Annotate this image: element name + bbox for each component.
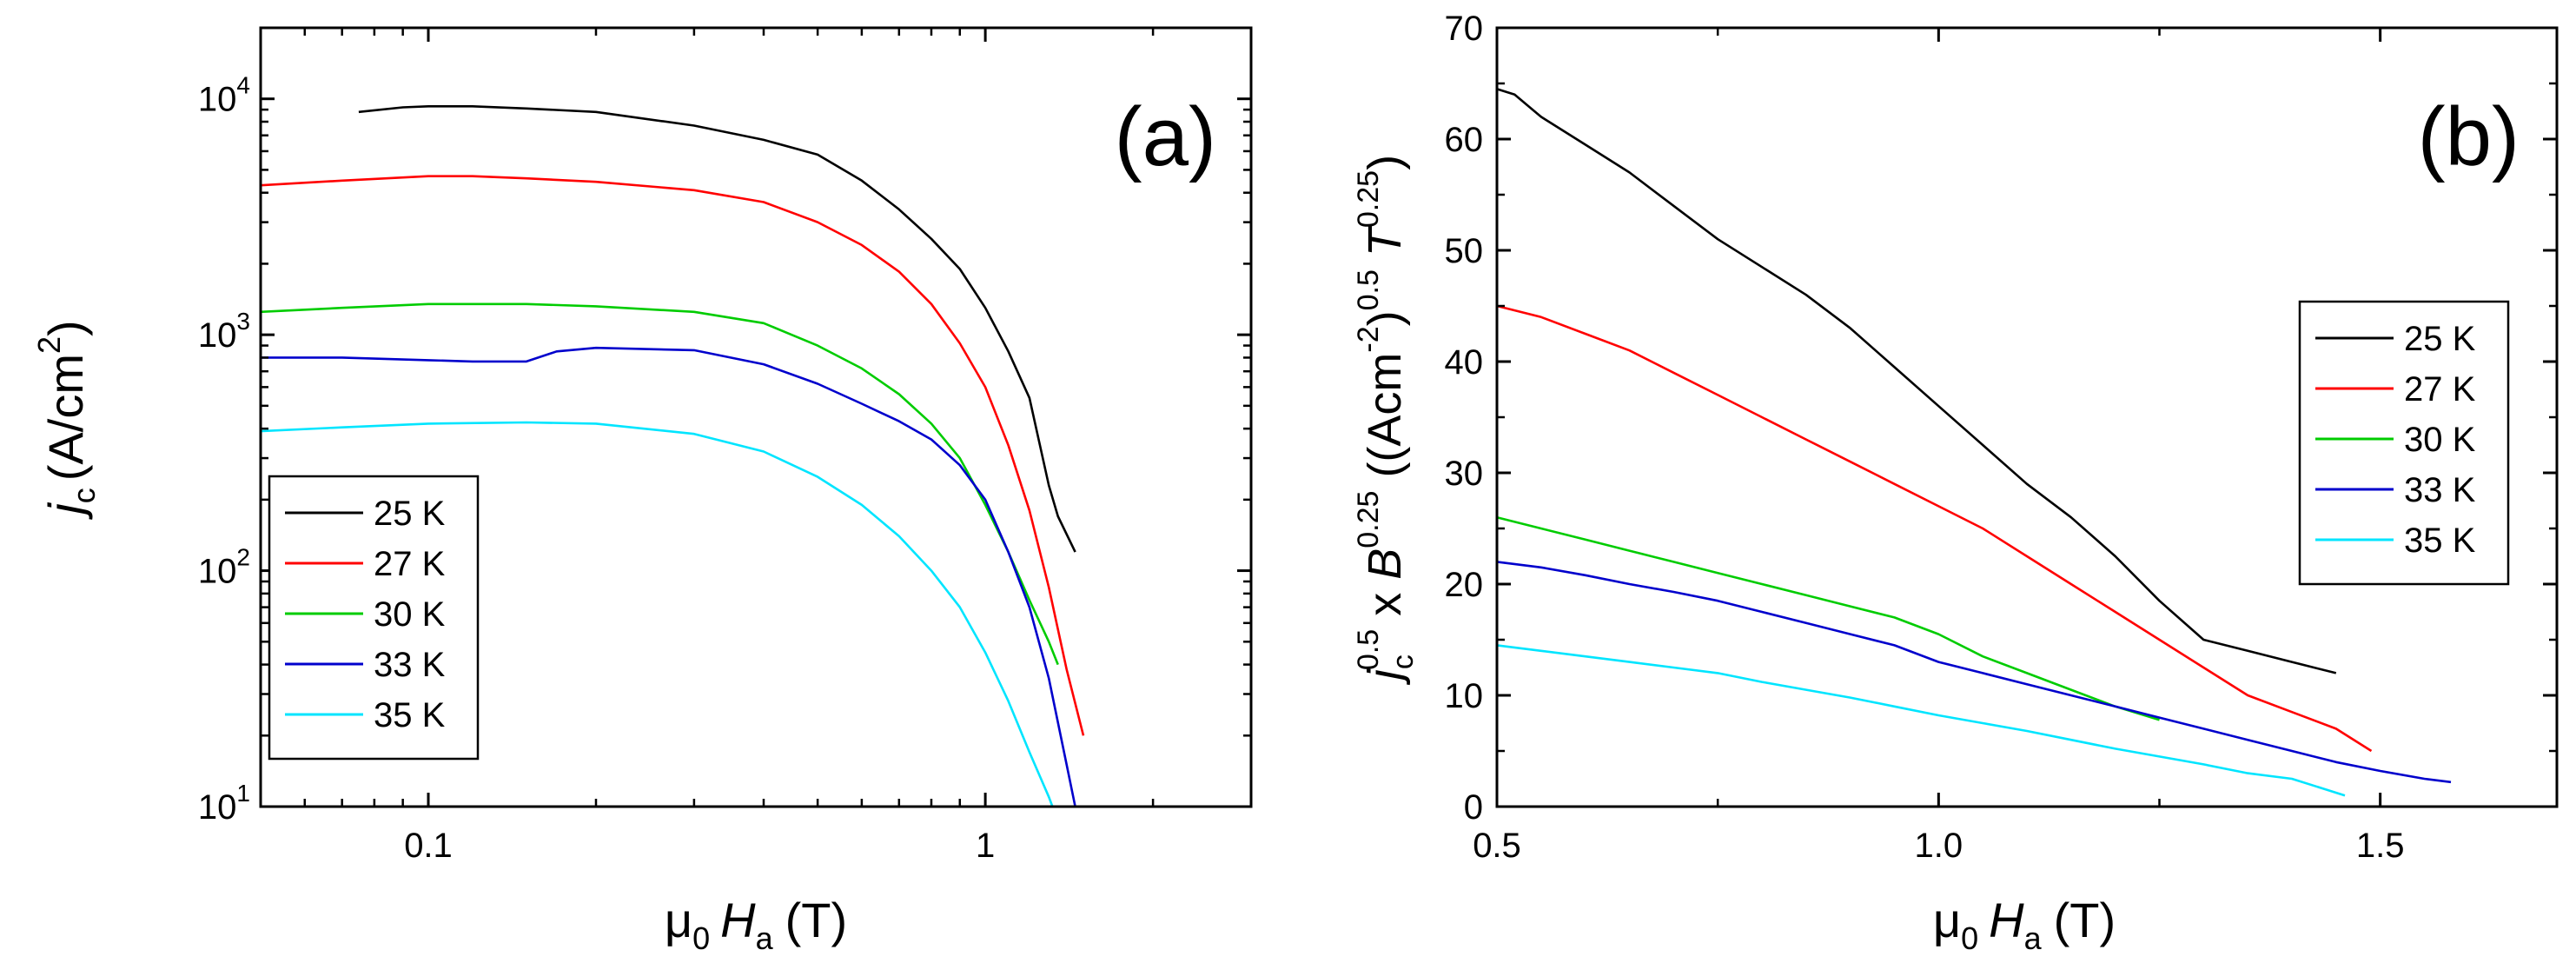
panel-a-legend-label: 27 K xyxy=(374,545,446,583)
panel-a: 0.1 1 101 102 103 104 (a) jc(A/cm2) μ0 Ha (T) 2… xyxy=(31,26,1253,956)
panel-b-xtick-label: 0.5 xyxy=(1473,827,1521,865)
panel-a-frame xyxy=(259,26,1253,808)
panel-a-ytick-label: 103 xyxy=(198,308,250,355)
panel-b-xlabel: μ0 Ha (T) xyxy=(1933,893,2116,956)
panel-b-series-27k xyxy=(1496,304,2373,753)
panel-a-legend: 25 K 27 K 30 K 33 K 35 K xyxy=(268,475,480,761)
panel-a-xlabel: μ0 Ha (T) xyxy=(665,893,847,956)
panel-b-legend-label: 30 K xyxy=(2404,421,2476,459)
panel-b-ytick-label: 10 xyxy=(1445,677,1484,715)
panel-a-legend-items: 25 K 27 K 30 K 33 K 35 K xyxy=(285,495,446,734)
panel-b-ytick-label: 20 xyxy=(1445,566,1484,604)
panel-a-series-27k xyxy=(260,175,1085,736)
panel-b-legend-label: 33 K xyxy=(2404,471,2476,509)
panel-b-series-25k xyxy=(1496,88,2337,674)
panel-a-ticks: 0.1 1 101 102 103 104 xyxy=(198,28,1251,865)
panel-a-ylabel: jc(A/cm2) xyxy=(31,320,102,520)
panel-b-legend-label: 25 K xyxy=(2404,320,2476,358)
panel-a-legend-label: 25 K xyxy=(374,495,446,533)
panel-b-legend: 25 K 27 K 30 K 33 K 35 K xyxy=(2298,300,2510,586)
panel-b-ytick-label: 40 xyxy=(1445,343,1484,382)
panel-a-xtick-label: 1 xyxy=(976,827,995,865)
panel-b-series-33k xyxy=(1496,561,2452,784)
panel-b-legend-label: 35 K xyxy=(2404,522,2476,560)
panel-b-series-30k xyxy=(1496,515,2160,721)
panel-b-ytick-label: 50 xyxy=(1445,232,1484,270)
panel-a-ytick-label: 101 xyxy=(198,780,250,827)
panel-a-xtick-label: 0.1 xyxy=(404,827,453,865)
panel-b: 0.5 1.0 1.5 0 10 20 30 40 50 60 70 (b) jc0.5 x B0.… xyxy=(1352,10,2559,956)
panel-b-ytick-label: 70 xyxy=(1445,10,1484,48)
panel-b-ytick-label: 30 xyxy=(1445,455,1484,493)
panel-a-ytick-label: 104 xyxy=(198,72,250,119)
panel-a-legend-label: 35 K xyxy=(374,696,446,734)
panel-a-series-35k xyxy=(260,421,1054,807)
panel-b-ylabel: jc0.5 x B0.25 ((Acm-2)0.5 T0.25) xyxy=(1352,155,1420,686)
panel-b-label: (b) xyxy=(2418,90,2520,183)
panel-b-series xyxy=(1496,88,2452,797)
panel-a-series-25k xyxy=(358,105,1076,553)
panel-b-xtick-label: 1.0 xyxy=(1915,827,1963,865)
panel-b-ticks: 0.5 1.0 1.5 0 10 20 30 40 50 60 70 xyxy=(1445,10,2557,865)
panel-b-xtick-label: 1.5 xyxy=(2356,827,2405,865)
panel-a-legend-label: 30 K xyxy=(374,595,446,634)
panel-b-ytick-label: 0 xyxy=(1464,788,1483,827)
panel-b-legend-items: 25 K 27 K 30 K 33 K 35 K xyxy=(2315,320,2476,560)
panel-a-series-33k xyxy=(261,346,1076,807)
panel-a-ytick-label: 102 xyxy=(198,544,250,591)
panel-b-legend-box xyxy=(2298,300,2510,586)
panel-a-legend-box xyxy=(268,475,480,761)
panel-a-label: (a) xyxy=(1115,90,1216,183)
panel-b-ytick-label: 60 xyxy=(1445,121,1484,159)
panel-a-series xyxy=(260,105,1085,807)
panel-b-legend-label: 27 K xyxy=(2404,370,2476,409)
panel-b-series-35k xyxy=(1496,644,2346,797)
panel-a-legend-label: 33 K xyxy=(374,646,446,684)
